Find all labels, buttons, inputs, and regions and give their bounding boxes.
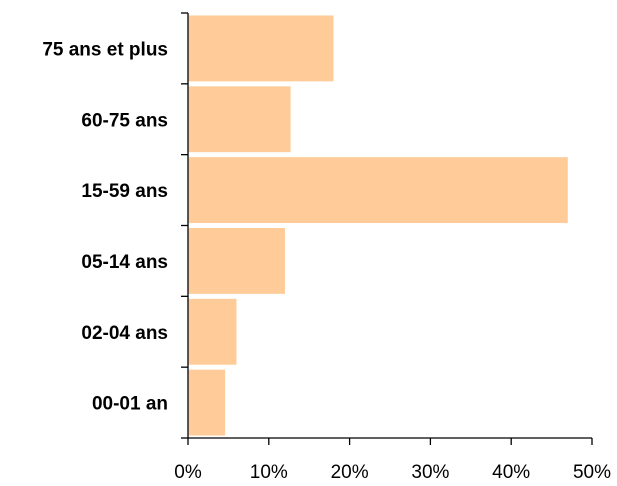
- axes-group: [181, 12, 593, 445]
- category-label-2: 15-59 ans: [81, 181, 168, 202]
- x-tick-label-4: 40%: [492, 462, 530, 483]
- tick-labels: 0% 10% 20% 30% 40% 50%: [174, 462, 611, 483]
- x-tick-label-5: 50%: [573, 462, 611, 483]
- category-labels: 75 ans et plus 60-75 ans 15-59 ans 05-14 an…: [42, 39, 168, 414]
- category-label-3: 05-14 ans: [81, 252, 168, 273]
- bar-4: [188, 298, 237, 365]
- bar-2: [188, 157, 568, 224]
- bar-5: [188, 369, 226, 436]
- category-label-1: 60-75 ans: [81, 110, 168, 131]
- bars-group: [188, 15, 568, 436]
- bar-1: [188, 86, 291, 153]
- x-tick-label-2: 20%: [331, 462, 369, 483]
- category-label-4: 02-04 ans: [81, 323, 168, 344]
- bar-3: [188, 227, 285, 294]
- category-label-0: 75 ans et plus: [42, 39, 168, 60]
- x-tick-label-1: 10%: [250, 462, 288, 483]
- x-tick-label-3: 30%: [411, 462, 449, 483]
- bar-0: [188, 15, 334, 82]
- x-tick-label-0: 0%: [174, 462, 202, 483]
- category-label-5: 00-01 an: [92, 394, 168, 415]
